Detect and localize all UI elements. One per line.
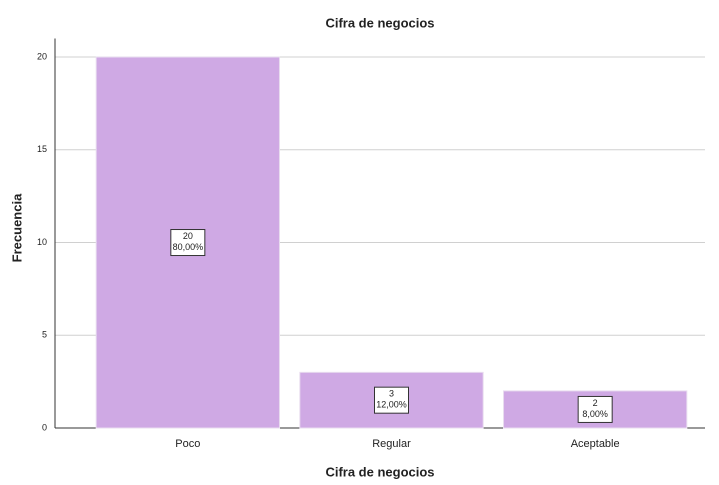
data-label-box bbox=[577, 395, 613, 423]
data-label: 3 bbox=[389, 389, 394, 399]
y-tick-label: 15 bbox=[37, 144, 47, 154]
y-tick-label: 20 bbox=[37, 51, 47, 61]
data-label: 2 bbox=[593, 398, 598, 408]
data-label-box bbox=[170, 229, 206, 257]
data-label-percent: 12,00% bbox=[376, 400, 407, 410]
data-label-box bbox=[374, 386, 409, 414]
data-label: 20 bbox=[183, 231, 193, 241]
y-tick-label: 10 bbox=[37, 237, 47, 247]
x-tick-label: Poco bbox=[175, 438, 200, 450]
y-tick-label: 5 bbox=[42, 330, 47, 340]
y-tick-label: 0 bbox=[42, 422, 47, 432]
data-label-percent: 80,00% bbox=[173, 242, 204, 252]
data-label-percent: 8,00% bbox=[582, 409, 608, 419]
y-axis-label: Frecuencia bbox=[9, 193, 24, 262]
x-tick-label: Regular bbox=[372, 438, 411, 450]
x-tick-label: Aceptable bbox=[571, 438, 620, 450]
x-axis-label: Cifra de negocios bbox=[325, 464, 434, 479]
chart-title: Cifra de negocios bbox=[325, 15, 434, 30]
